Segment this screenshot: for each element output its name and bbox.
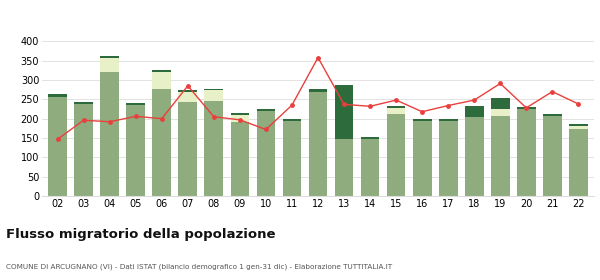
Bar (491, 116, 509, 196)
Bar (543, 116, 562, 196)
Bar (230, 115, 249, 122)
Bar (308, 88, 328, 92)
Bar (100, 56, 119, 58)
Bar (387, 114, 406, 196)
Bar (569, 129, 588, 196)
Text: COMUNE DI ARCUGNANO (VI) - Dati ISTAT (bilancio demografico 1 gen-31 dic) - Elab: COMUNE DI ARCUGNANO (VI) - Dati ISTAT (b… (6, 263, 392, 270)
Bar (335, 139, 353, 196)
Bar (257, 109, 275, 111)
Bar (257, 111, 275, 196)
Bar (127, 103, 145, 105)
Bar (335, 85, 353, 139)
Bar (361, 137, 379, 139)
Bar (569, 124, 588, 126)
Bar (230, 113, 249, 115)
Bar (361, 139, 379, 196)
Bar (491, 109, 509, 116)
Bar (569, 126, 588, 129)
Bar (152, 72, 171, 88)
Bar (283, 121, 301, 196)
Bar (387, 108, 406, 114)
Bar (230, 122, 249, 196)
Bar (74, 102, 93, 104)
Bar (152, 70, 171, 72)
Bar (100, 58, 119, 72)
Bar (283, 120, 301, 121)
Text: Flusso migratorio della popolazione: Flusso migratorio della popolazione (6, 228, 275, 241)
Bar (439, 121, 458, 196)
Bar (178, 102, 197, 196)
Bar (178, 90, 197, 92)
Bar (152, 88, 171, 196)
Bar (465, 106, 484, 117)
Bar (308, 92, 328, 196)
Bar (48, 97, 67, 196)
Bar (127, 105, 145, 196)
Bar (439, 120, 458, 121)
Bar (48, 94, 67, 97)
Bar (387, 106, 406, 108)
Bar (178, 92, 197, 102)
Bar (205, 88, 223, 90)
Bar (205, 101, 223, 196)
Bar (491, 98, 509, 109)
Bar (413, 120, 431, 121)
Bar (543, 114, 562, 116)
Bar (465, 117, 484, 196)
Bar (413, 121, 431, 196)
Bar (100, 72, 119, 196)
Bar (517, 107, 536, 109)
Bar (74, 104, 93, 196)
Bar (205, 90, 223, 101)
Bar (517, 109, 536, 196)
